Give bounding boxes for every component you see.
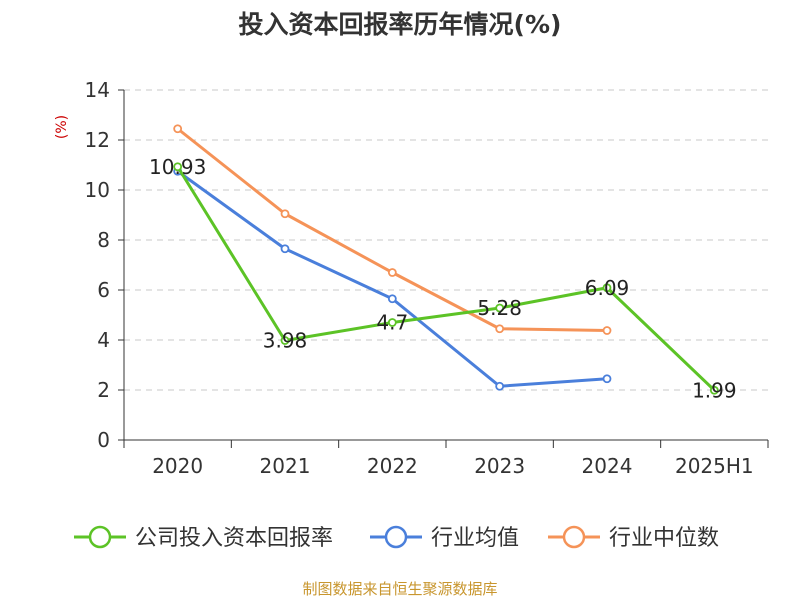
data-point[interactable] <box>173 124 183 134</box>
data-point[interactable] <box>495 381 505 391</box>
data-point[interactable] <box>602 326 612 335</box>
data-labels: 10.93 3.98 4.7 5.28 6.09 1.99 <box>149 155 737 403</box>
data-label: 3.98 <box>263 329 308 353</box>
x-tick-label: 2025H1 <box>675 454 754 478</box>
data-point[interactable] <box>387 268 397 277</box>
data-point[interactable] <box>709 385 719 395</box>
legend-item[interactable]: 行业中位数 <box>548 525 719 551</box>
series <box>173 124 719 395</box>
source-note: 制图数据来自恒生聚源数据库 <box>302 580 497 598</box>
x-tick-label: 2021 <box>260 454 311 478</box>
y-tick-label: 8 <box>97 228 110 252</box>
chart-title: 投入资本回报率历年情况(%) <box>239 10 562 39</box>
data-point[interactable] <box>280 209 290 219</box>
y-tick-label: 14 <box>85 78 110 102</box>
legend-marker <box>88 525 112 549</box>
legend[interactable]: 公司投入资本回报率 行业均值 行业中位数 <box>74 525 719 551</box>
data-label: 5.28 <box>477 296 522 320</box>
data-point[interactable] <box>387 294 397 304</box>
y-tick-label: 0 <box>97 428 110 452</box>
axes: 0 2 4 6 8 10 12 14 2020 2021 2022 2023 2024 2025H1 <box>85 78 769 478</box>
legend-marker <box>384 525 408 549</box>
legend-label: 行业中位数 <box>609 526 719 551</box>
y-tick-label: 10 <box>85 178 110 202</box>
x-tick-label: 2020 <box>152 454 203 478</box>
data-label: 4.7 <box>376 311 408 335</box>
series-line <box>176 170 608 388</box>
data-point[interactable] <box>495 324 505 334</box>
x-tick-label: 2022 <box>367 454 418 478</box>
data-point[interactable] <box>173 162 183 172</box>
legend-label: 公司投入资本回报率 <box>135 526 333 551</box>
x-tick-label: 2023 <box>474 454 525 478</box>
data-point[interactable] <box>602 283 612 293</box>
data-point[interactable] <box>495 303 505 313</box>
y-tick-label: 4 <box>97 328 110 352</box>
data-point[interactable] <box>280 336 290 345</box>
legend-item[interactable]: 行业均值 <box>370 525 519 551</box>
legend-marker <box>562 525 586 549</box>
data-point[interactable] <box>602 374 612 384</box>
data-label: 1.99 <box>692 378 737 402</box>
data-point[interactable] <box>387 318 397 327</box>
y-tick-label: 2 <box>97 378 110 402</box>
series-line <box>176 165 716 392</box>
x-tick-label: 2024 <box>582 454 633 478</box>
y-tick-label: 6 <box>97 278 110 302</box>
legend-item[interactable]: 公司投入资本回报率 <box>74 525 333 551</box>
data-label: 10.93 <box>149 155 206 179</box>
y-tick-label: 12 <box>85 128 110 152</box>
data-point[interactable] <box>280 244 290 254</box>
grid <box>124 89 768 391</box>
data-label: 6.09 <box>585 276 630 300</box>
legend-label: 行业均值 <box>431 526 519 551</box>
y-axis-label: (%) <box>54 115 70 139</box>
